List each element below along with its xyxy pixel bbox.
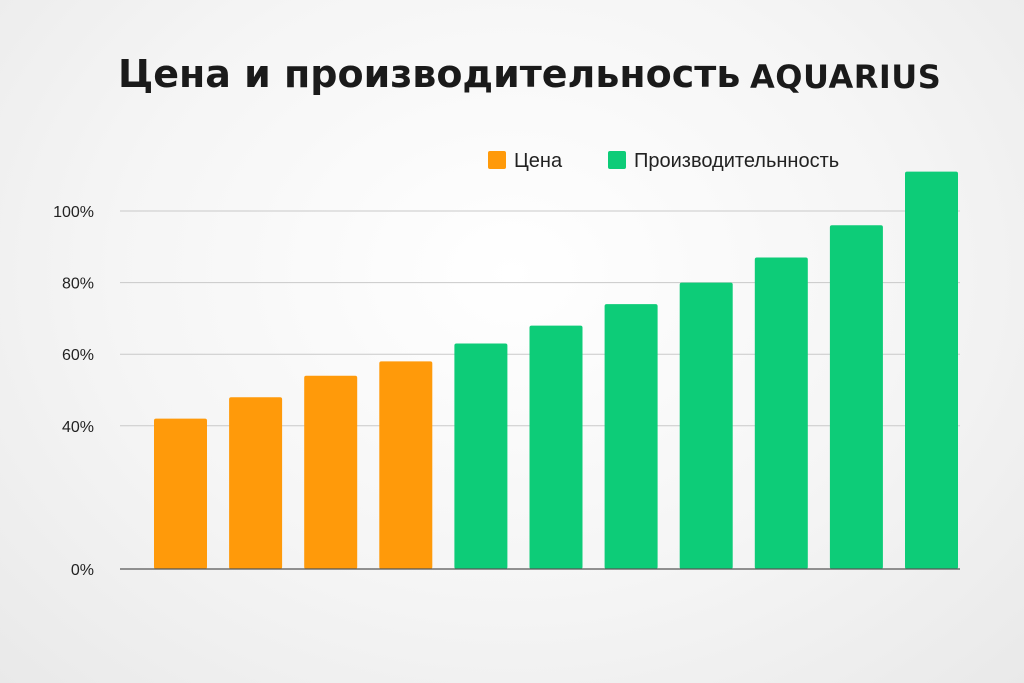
price-bar-1 [154,418,207,569]
price-bar-2 [229,397,283,569]
legend-swatch-1 [488,151,506,169]
bars [154,171,958,570]
y-tick-label: 60% [62,347,94,364]
y-tick-label: 0% [71,562,94,579]
performance-bar-11 [905,171,958,569]
brand-logo: AQUARIUS [750,58,941,96]
performance-bar-8 [679,282,733,569]
performance-bar-7 [604,304,658,569]
chart-legend: Цена Производительнность [488,150,839,172]
chart-title: Цена и производительность [118,52,740,96]
y-tick-label: 40% [62,419,94,436]
legend-swatch-2 [608,151,626,169]
performance-bar-6 [529,325,583,569]
price-bar-3 [304,375,358,569]
y-tick-label: 100% [53,204,94,221]
y-tick-label: 80% [62,276,94,293]
legend-label-1: Цена [514,150,563,172]
performance-bar-9 [754,257,808,569]
y-axis-ticks: 0% 40% 60% 80% 100% [53,204,94,579]
legend-label-2: Производительнность [634,150,839,172]
performance-bar-10 [829,225,883,570]
performance-bar-5 [454,343,508,569]
price-bar-4 [379,361,433,569]
